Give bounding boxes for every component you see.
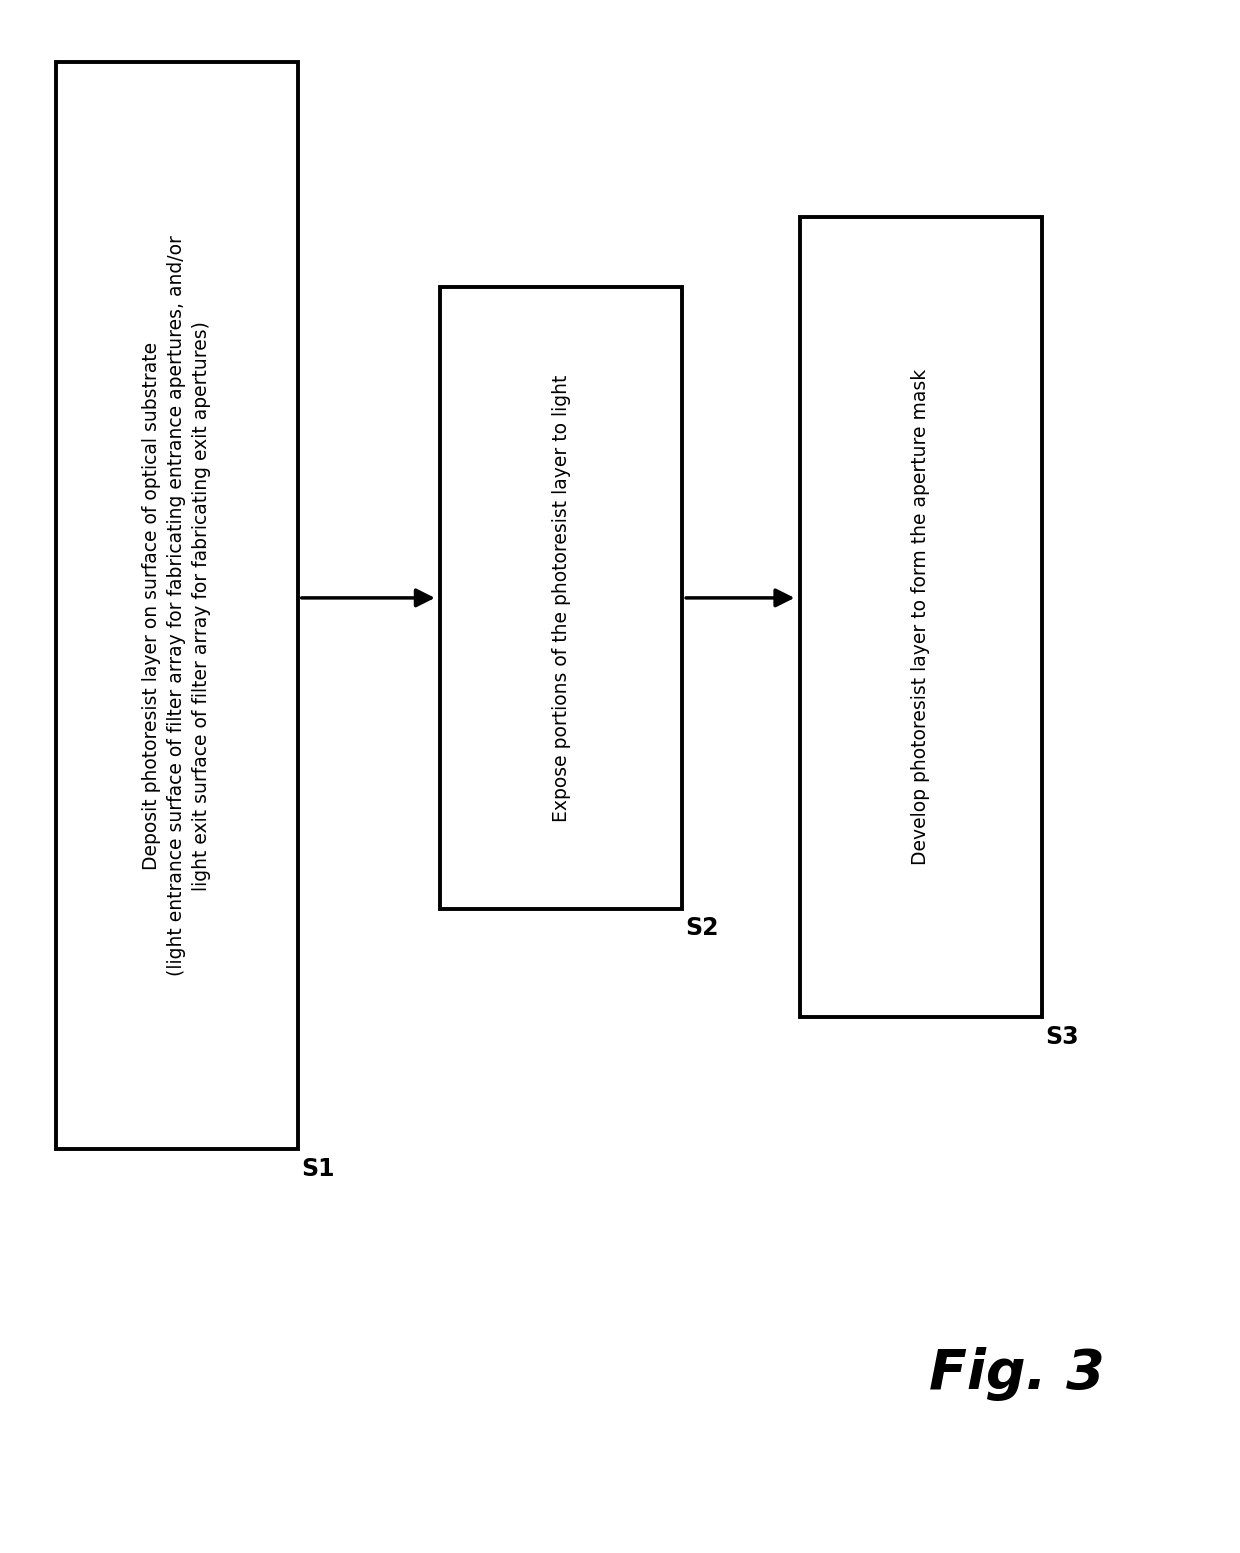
Bar xyxy=(56,62,298,1149)
Bar xyxy=(800,217,1042,1017)
Text: S3: S3 xyxy=(1045,1025,1079,1048)
Text: Develop photoresist layer to form the aperture mask: Develop photoresist layer to form the ap… xyxy=(911,370,930,865)
Text: Deposit photoresist layer on surface of optical substrate
(light entrance surfac: Deposit photoresist layer on surface of … xyxy=(143,235,211,977)
Text: S2: S2 xyxy=(686,916,719,940)
Text: Fig. 3: Fig. 3 xyxy=(929,1348,1105,1401)
Bar xyxy=(440,287,682,909)
Text: S1: S1 xyxy=(301,1157,335,1180)
Text: Expose portions of the photoresist layer to light: Expose portions of the photoresist layer… xyxy=(552,374,570,822)
